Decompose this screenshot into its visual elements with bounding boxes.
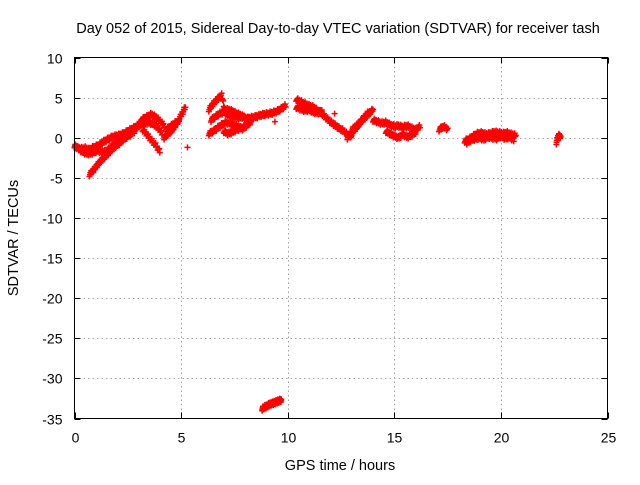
x-tick-label: 10 xyxy=(281,430,297,446)
y-tick-label: -25 xyxy=(42,331,62,347)
x-tick-label: 15 xyxy=(387,430,403,446)
y-tick-label: -15 xyxy=(42,251,62,267)
data-point xyxy=(248,116,255,123)
y-axis-label: SDTVAR / TECUs xyxy=(6,180,22,296)
y-tick-label: -30 xyxy=(42,371,62,387)
data-point xyxy=(175,116,182,123)
data-point xyxy=(220,97,227,104)
x-tick-label: 25 xyxy=(601,430,617,446)
y-tick-label: 0 xyxy=(55,131,63,147)
frame-layer xyxy=(74,57,608,419)
y-tick-label: 5 xyxy=(55,91,63,107)
y-tick-label: -20 xyxy=(42,291,62,307)
data-point xyxy=(184,144,191,151)
x-tick-label: 20 xyxy=(494,430,510,446)
chart-title: Day 052 of 2015, Sidereal Day-to-day VTE… xyxy=(76,21,600,37)
data-point xyxy=(444,125,451,132)
data-point xyxy=(557,133,564,140)
data-point xyxy=(278,396,285,403)
labels-layer: Day 052 of 2015, Sidereal Day-to-day VTE… xyxy=(6,21,600,474)
data-point xyxy=(318,106,325,113)
data-point xyxy=(156,149,163,156)
y-tick-label: 10 xyxy=(47,51,63,67)
data-point xyxy=(271,118,278,125)
x-tick-label: 0 xyxy=(72,430,80,446)
data-point xyxy=(242,123,249,130)
data-point xyxy=(282,103,289,110)
data-point xyxy=(510,138,517,145)
x-axis-label: GPS time / hours xyxy=(285,458,395,474)
data-point xyxy=(182,104,189,111)
data-point xyxy=(412,131,419,138)
y-tick-label: -35 xyxy=(42,412,62,428)
y-tick-label: -10 xyxy=(42,211,62,227)
data-point xyxy=(416,124,423,131)
grid-layer xyxy=(74,57,608,419)
y-tick-label: -5 xyxy=(50,171,63,187)
x-tick-label: 5 xyxy=(178,430,186,446)
plot-frame xyxy=(74,57,608,419)
data-point xyxy=(218,90,225,97)
data-point xyxy=(369,106,376,113)
data-point xyxy=(242,115,249,122)
data-point xyxy=(331,110,338,117)
ticks-layer: 10 5 0 -5 -10 -15 -20 -25 -30 -35 0 5 10 15 20 25 xyxy=(42,51,616,446)
points-layer xyxy=(71,90,564,414)
